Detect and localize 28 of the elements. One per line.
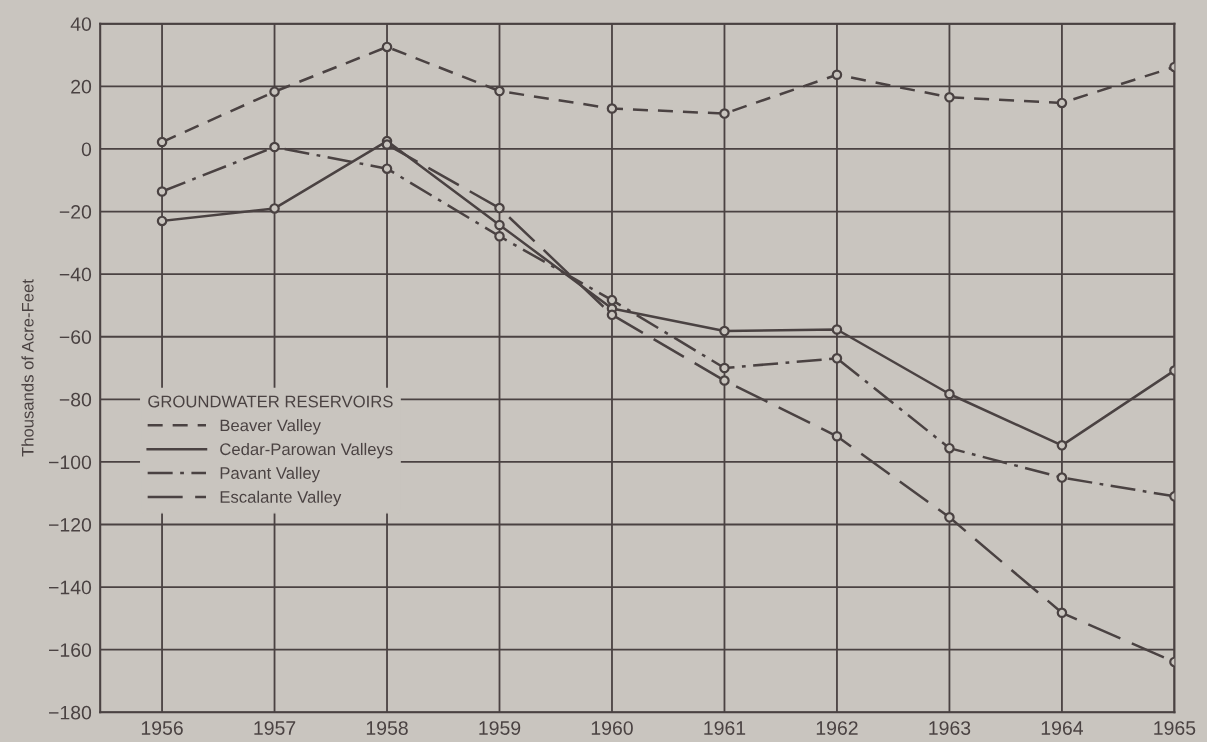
y-tick-label: 40: [70, 17, 92, 31]
y-tick-label: −40: [59, 267, 92, 282]
legend-label: Cedar-Parowan Valleys: [220, 442, 393, 459]
legend-label: Pavant Valley: [220, 466, 320, 483]
x-tick-label: 1961: [704, 721, 746, 735]
y-tick-label: −120: [49, 517, 92, 532]
x-tick-label: 1962: [816, 721, 858, 735]
legend-label: Escalante Valley: [220, 490, 342, 507]
y-tick-label: 20: [71, 79, 92, 94]
legend-label: Beaver Valley: [220, 419, 321, 435]
x-tick-label: 1959: [479, 721, 521, 735]
x-tick-label: 1957: [254, 721, 296, 735]
y-tick-label: −160: [49, 643, 92, 657]
y-tick-label: −100: [49, 455, 92, 470]
y-tick-label: −80: [59, 392, 92, 407]
y-tick-label: −140: [49, 580, 92, 595]
y-tick-label: −20: [59, 205, 92, 219]
x-tick-label: 1956: [141, 721, 183, 735]
y-tick-label: −180: [49, 705, 92, 720]
y-tick-label: −60: [59, 330, 92, 344]
x-tick-label: 1963: [929, 721, 971, 735]
x-tick-label: 1964: [1041, 721, 1083, 735]
y-tick-label: 0: [81, 142, 92, 157]
x-tick-label: 1960: [591, 721, 633, 735]
x-tick-label: 1958: [366, 721, 408, 735]
x-tick-label: 1965: [1154, 721, 1196, 735]
y-axis-title: Thousands of Acre-Feet: [21, 279, 34, 457]
legend-title: GROUNDWATER RESERVOIRS: [148, 395, 393, 408]
